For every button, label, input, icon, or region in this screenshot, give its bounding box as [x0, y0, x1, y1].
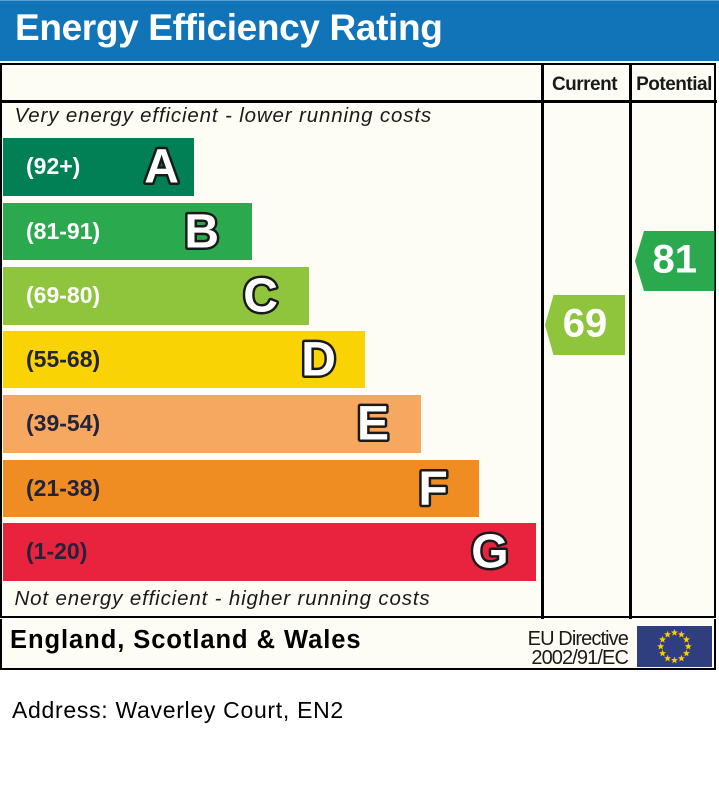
svg-text:D: D [301, 333, 336, 386]
svg-text:G: G [471, 525, 508, 578]
svg-text:C: C [243, 269, 278, 322]
svg-text:E: E [357, 397, 389, 450]
svg-text:A: A [144, 140, 179, 193]
svg-text:B: B [184, 205, 219, 258]
svg-text:F: F [418, 462, 447, 515]
